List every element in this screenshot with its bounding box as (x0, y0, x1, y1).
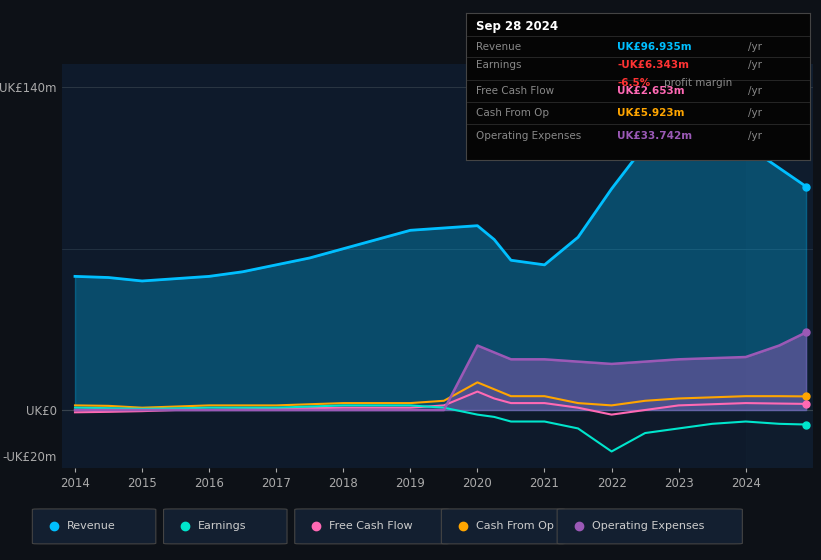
FancyBboxPatch shape (163, 509, 287, 544)
Text: UK£2.653m: UK£2.653m (617, 86, 685, 96)
Text: Cash From Op: Cash From Op (476, 521, 554, 531)
Text: Revenue: Revenue (67, 521, 116, 531)
Text: /yr: /yr (748, 131, 762, 141)
Text: Sep 28 2024: Sep 28 2024 (476, 20, 558, 32)
Text: /yr: /yr (748, 41, 762, 52)
FancyBboxPatch shape (295, 509, 449, 544)
Text: Earnings: Earnings (476, 60, 521, 70)
Text: UK£33.742m: UK£33.742m (617, 131, 692, 141)
Text: -UK£6.343m: -UK£6.343m (617, 60, 689, 70)
Text: Operating Expenses: Operating Expenses (592, 521, 704, 531)
Bar (745, 64, 816, 468)
Text: Revenue: Revenue (476, 41, 521, 52)
Text: /yr: /yr (748, 86, 762, 96)
FancyBboxPatch shape (442, 509, 565, 544)
FancyBboxPatch shape (32, 509, 156, 544)
Text: Operating Expenses: Operating Expenses (476, 131, 581, 141)
Text: UK£5.923m: UK£5.923m (617, 109, 685, 118)
Text: UK£96.935m: UK£96.935m (617, 41, 692, 52)
Text: Free Cash Flow: Free Cash Flow (329, 521, 413, 531)
Text: Free Cash Flow: Free Cash Flow (476, 86, 554, 96)
Text: /yr: /yr (748, 60, 762, 70)
Text: -6.5%: -6.5% (617, 78, 650, 87)
Text: /yr: /yr (748, 109, 762, 118)
Text: Earnings: Earnings (199, 521, 247, 531)
Text: Cash From Op: Cash From Op (476, 109, 549, 118)
Text: profit margin: profit margin (663, 78, 732, 87)
FancyBboxPatch shape (557, 509, 742, 544)
